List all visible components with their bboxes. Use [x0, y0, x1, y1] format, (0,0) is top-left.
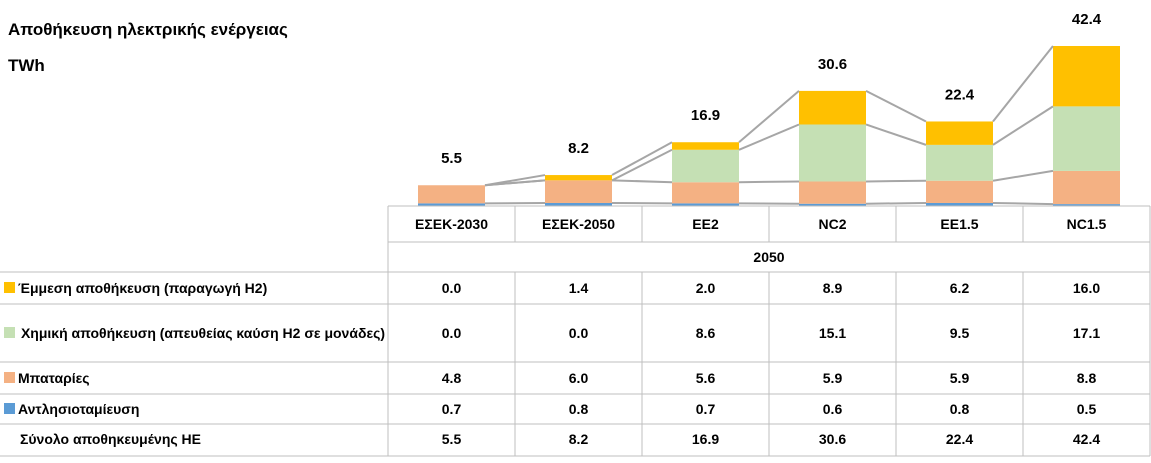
table-cell: 1.4: [568, 280, 589, 296]
total-label: 22.4: [945, 86, 975, 103]
category-label: NC1.5: [1066, 216, 1107, 232]
table-cell: 4.8: [441, 370, 462, 386]
connector-line: [611, 179, 673, 184]
category-label: NC2: [818, 216, 847, 232]
bar-segment: [672, 142, 739, 150]
table-cell: 0.7: [441, 401, 462, 417]
chart-title: Αποθήκευση ηλεκτρικής ενέργειας: [8, 20, 288, 39]
table-cell: 5.9: [949, 370, 970, 386]
category-label: EE1.5: [940, 216, 979, 232]
table-cell: 5.5: [441, 431, 462, 447]
table-cell: 6.2: [949, 280, 970, 296]
connector-line: [865, 90, 927, 123]
table-cell: 8.2: [568, 431, 589, 447]
row-label: Μπαταρίες: [18, 370, 90, 386]
bar-segment: [799, 203, 866, 206]
table-cell: 0.0: [441, 280, 462, 296]
table-cell: 0.7: [695, 401, 716, 417]
total-label: 8.2: [568, 140, 589, 157]
connector-line: [992, 169, 1054, 182]
bar-segment: [926, 202, 993, 206]
bar-segment: [1053, 170, 1120, 205]
group-label: 2050: [753, 249, 785, 265]
bar-segment: [926, 180, 993, 203]
category-label: ΕΣΕΚ-2030: [415, 216, 488, 232]
legend-swatch: [4, 282, 15, 293]
bar-segment: [1053, 106, 1120, 171]
table-cell: 17.1: [1072, 325, 1101, 341]
connector-line: [992, 45, 1054, 123]
bar-segment: [799, 124, 866, 182]
bar-segment: [418, 185, 485, 204]
table-cell: 5.9: [822, 370, 843, 386]
bar-segment: [799, 181, 866, 204]
legend-swatch: [4, 403, 15, 414]
row-label: Χημική αποθήκευση (απευθείας καύση Η2 σε…: [20, 325, 386, 341]
legend-swatch: [4, 372, 15, 383]
total-label: 42.4: [1072, 11, 1102, 28]
table-cell: 15.1: [818, 325, 847, 341]
table-cell: 0.8: [568, 401, 589, 417]
connector-line: [738, 180, 800, 184]
table-cell: 22.4: [945, 431, 974, 447]
table-cell: 6.0: [568, 370, 589, 386]
total-label: 16.9: [691, 107, 720, 124]
category-label: ΕΣΕΚ-2050: [542, 216, 615, 232]
table-cell: 0.6: [822, 401, 843, 417]
bar-segment: [672, 203, 739, 206]
category-label: EE2: [692, 216, 719, 232]
unit-label: TWh: [8, 56, 45, 75]
connector-line: [611, 141, 673, 176]
table-cell: 0.5: [1076, 401, 1097, 417]
table-cell: 0.8: [949, 401, 970, 417]
connector-line: [865, 179, 927, 183]
table-cell: 0.0: [441, 325, 462, 341]
bar-segment: [545, 180, 612, 203]
legend-swatch: [4, 327, 15, 338]
row-label: Αντλησιοταμίευση: [18, 401, 140, 417]
table-cell: 8.8: [1076, 370, 1097, 386]
table-cell: 8.6: [695, 325, 716, 341]
bar-segment: [672, 149, 739, 183]
connector-line: [484, 174, 546, 187]
bar-segment: [926, 144, 993, 181]
connector-line: [992, 105, 1054, 146]
bar-segment: [545, 202, 612, 206]
connector-line: [865, 123, 927, 146]
bar-segment: [799, 90, 866, 125]
table-cell: 16.9: [691, 431, 720, 447]
table-cell: 5.6: [695, 370, 716, 386]
table-cell: 2.0: [695, 280, 716, 296]
bar-segment: [672, 182, 739, 204]
connector-line: [738, 90, 800, 143]
table-cell: 30.6: [818, 431, 847, 447]
bar-segment: [545, 175, 612, 181]
bar-segment: [1053, 204, 1120, 206]
connector-line: [611, 148, 673, 182]
row-label: Σύνολο αποθηκευμένης ΗΕ: [20, 431, 201, 447]
bar-segment: [926, 121, 993, 145]
table-cell: 0.0: [568, 325, 589, 341]
bar-segment: [1053, 46, 1120, 107]
total-label: 5.5: [441, 150, 462, 167]
table-cell: 42.4: [1072, 431, 1101, 447]
connector-line: [865, 201, 927, 205]
table-cell: 8.9: [822, 280, 843, 296]
bar-segment: [418, 203, 485, 206]
row-label: Έμμεση αποθήκευση (παραγωγή Η2): [18, 280, 268, 296]
connector-line: [738, 123, 800, 151]
table-cell: 9.5: [949, 325, 970, 341]
connector-line: [992, 201, 1054, 206]
total-label: 30.6: [818, 56, 847, 73]
table-cell: 16.0: [1072, 280, 1101, 296]
